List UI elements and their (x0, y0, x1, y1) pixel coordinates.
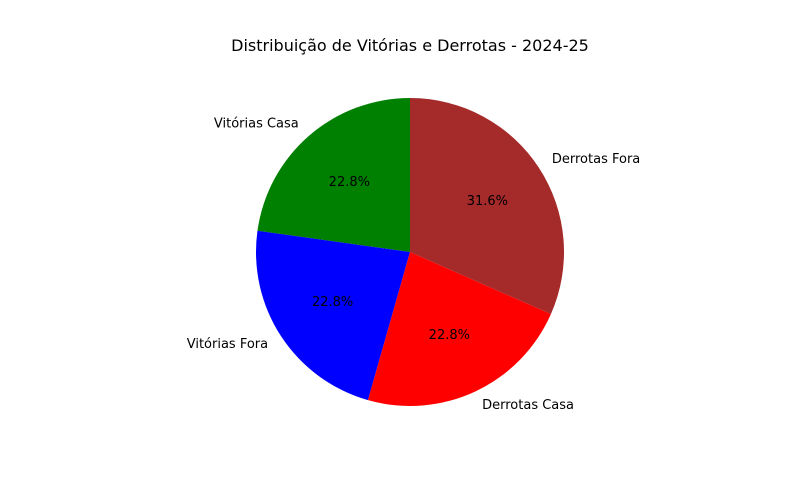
pct-label-derrotas-casa: 22.8% (429, 328, 470, 343)
pct-label-derrotas-fora: 31.6% (467, 194, 508, 209)
pie-slice-derrotas-casa (367, 252, 551, 406)
pct-label-vitorias-casa: 22.8% (329, 175, 370, 190)
pie-labels: Vitórias Casa 22.8% Vitórias Fora 22.8% Derr… (187, 117, 641, 413)
slice-label-derrotas-fora: Derrotas Fora (552, 152, 640, 167)
pie-slice-vitorias-casa (257, 98, 410, 252)
slice-label-vitorias-fora: Vitórias Fora (187, 337, 268, 352)
pct-label-vitorias-fora: 22.8% (312, 295, 353, 310)
pie-slice-vitorias-fora (256, 230, 410, 401)
chart-title: Distribuição de Vitórias e Derrotas - 20… (231, 36, 589, 55)
pie-slices (256, 98, 564, 406)
slice-label-vitorias-casa: Vitórias Casa (214, 117, 299, 132)
slice-label-derrotas-casa: Derrotas Casa (482, 398, 574, 413)
pie-slice-derrotas-fora (410, 98, 564, 315)
